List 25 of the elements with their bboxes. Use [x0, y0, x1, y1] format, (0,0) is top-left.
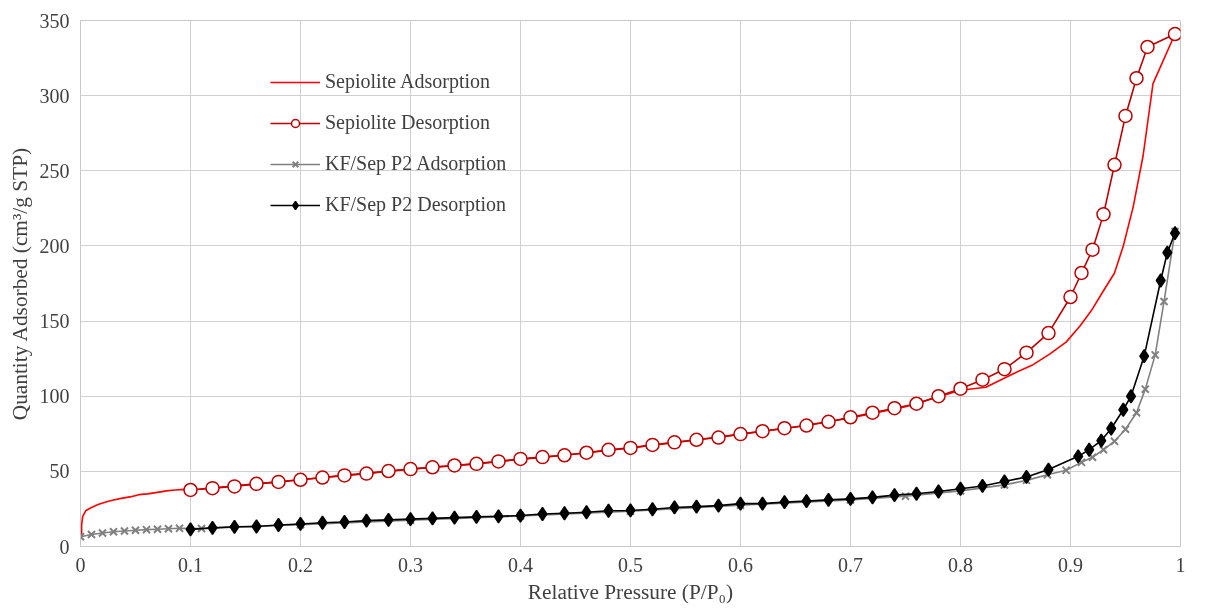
x-tick-label: 0.8 [948, 553, 973, 576]
y-tick-label: 300 [39, 84, 70, 107]
x-tick-label: 0.2 [288, 553, 313, 576]
x-tick-label: 0.4 [508, 553, 533, 576]
x-tick-label: 1 [1175, 553, 1186, 576]
x-tick-label: 0.6 [728, 553, 753, 576]
y-tick-label: 0 [59, 535, 70, 558]
y-axis-title: Quantity Adsorbed (cm³/g STP) [7, 147, 32, 421]
legend-label: KF/Sep P2 Desorption [325, 193, 507, 216]
y-tick-label: 150 [39, 310, 70, 333]
x-tick-label: 0.7 [838, 553, 863, 576]
y-tick-label: 100 [39, 385, 70, 408]
x-axis-title: Relative Pressure (P/P₀) [527, 579, 734, 604]
x-tick-label: 0.5 [618, 553, 643, 576]
y-tick-label: 50 [49, 460, 70, 483]
legend-label: Sepiolite Adsorption [325, 70, 490, 93]
legend-label: Sepiolite Desorption [325, 111, 490, 134]
legend-label: KF/Sep P2 Adsorption [325, 152, 507, 175]
x-tick-label: 0.3 [398, 553, 423, 576]
y-tick-label: 350 [39, 9, 70, 32]
x-tick-label: 0.1 [178, 553, 203, 576]
y-tick-label: 250 [39, 159, 70, 182]
x-tick-label: 0 [75, 553, 86, 576]
y-tick-label: 200 [39, 234, 70, 257]
x-tick-label: 0.9 [1058, 553, 1083, 576]
